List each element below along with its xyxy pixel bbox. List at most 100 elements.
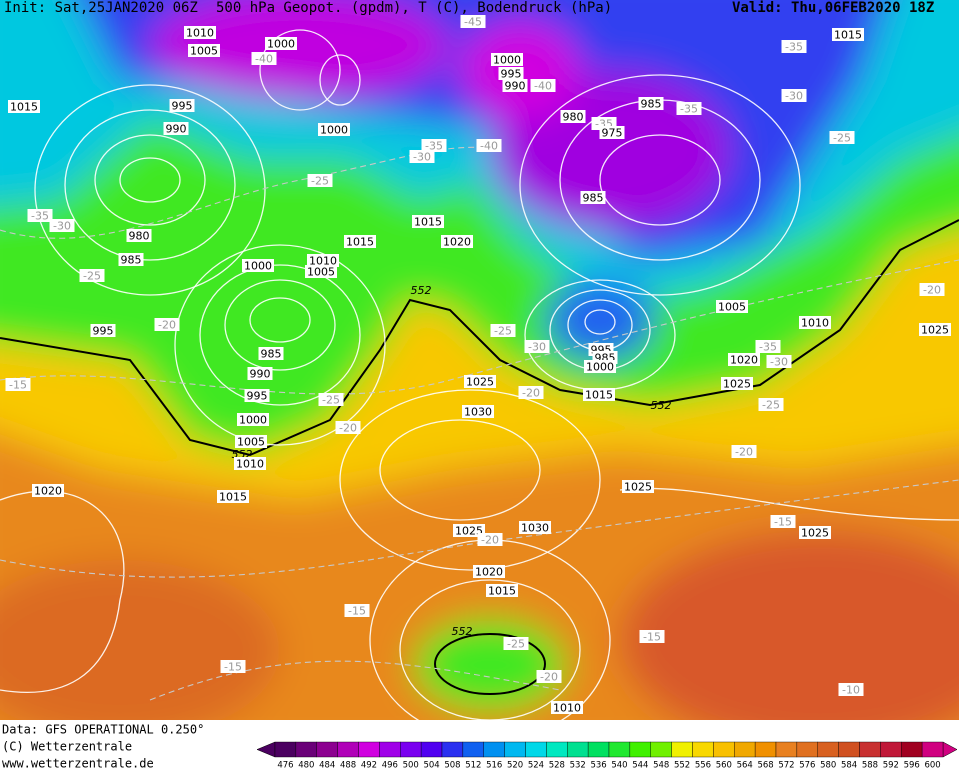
label-box [409, 150, 435, 163]
label-box [163, 122, 189, 135]
pressure-label: 1000 [586, 361, 614, 374]
label-box [518, 386, 544, 399]
label-box [169, 99, 195, 112]
temperature-label: -45 [464, 16, 482, 29]
pressure-label: 1015 [834, 29, 862, 42]
legend-label: 508 [444, 761, 460, 770]
label-box [421, 139, 447, 152]
label-box [265, 37, 297, 50]
data-source: Data: GFS OPERATIONAL 0.250° [2, 723, 204, 737]
label-box [460, 15, 486, 28]
legend-swatch [629, 741, 651, 758]
pressure-label: 980 [129, 230, 150, 243]
temperature-label: -25 [322, 394, 340, 407]
temperature-label: -30 [53, 220, 71, 233]
pressure-label: 1020 [475, 566, 503, 579]
temperature-label: -15 [9, 379, 27, 392]
temperature-label: -10 [842, 684, 860, 697]
label-box [27, 209, 53, 222]
label-box [919, 323, 951, 336]
temperature-label: -40 [534, 80, 552, 93]
pressure-label: 1000 [244, 260, 272, 273]
legend-swatch [316, 741, 338, 758]
pressure-label: 1025 [466, 376, 494, 389]
legend-swatch [441, 741, 464, 758]
label-box [519, 521, 551, 534]
legend-swatch [608, 741, 631, 758]
pressure-label: 985 [261, 348, 282, 361]
legend-swatch [379, 741, 401, 758]
pressure-label: 1005 [237, 436, 265, 449]
temperature-label: -35 [31, 210, 49, 223]
temperature-label: -30 [785, 90, 803, 103]
legend-label: 476 [277, 761, 293, 770]
legend-label: 524 [528, 761, 544, 770]
pressure-label: 1000 [493, 54, 521, 67]
label-box [676, 102, 702, 115]
label-box [154, 318, 180, 331]
legend-label: 548 [653, 761, 669, 770]
temperature-label: -40 [255, 53, 273, 66]
temperature-label: -25 [83, 270, 101, 283]
legend-label: 496 [382, 761, 398, 770]
label-box [530, 79, 556, 92]
pressure-label: 1005 [307, 266, 335, 279]
legend-label: 564 [737, 761, 753, 770]
legend-swatch [483, 741, 505, 758]
pressure-label: 1010 [236, 458, 264, 471]
legend-arrow-left [256, 741, 276, 758]
temperature-label: -35 [680, 103, 698, 116]
label-box [770, 515, 796, 528]
pressure-label: 1015 [346, 236, 374, 249]
legend-swatch [650, 741, 672, 758]
label-box [234, 457, 266, 470]
label-box [318, 393, 344, 406]
label-box [344, 235, 376, 248]
label-box [731, 445, 757, 458]
label-box [235, 435, 267, 448]
label-box [639, 630, 665, 643]
temperature-label: -35 [759, 341, 777, 354]
label-box [781, 89, 807, 102]
legend-label: 516 [486, 761, 502, 770]
label-box [412, 215, 444, 228]
label-box [622, 480, 654, 493]
temperature-label: -25 [762, 399, 780, 412]
label-box [551, 701, 583, 714]
temperature-label: -40 [480, 140, 498, 153]
label-box [188, 44, 220, 57]
legend-arrow-right [942, 741, 958, 758]
pressure-label: 1015 [219, 491, 247, 504]
label-box [220, 660, 246, 673]
label-box [79, 269, 105, 282]
label-box [638, 97, 664, 110]
legend-swatch [462, 741, 484, 758]
label-box [781, 40, 807, 53]
label-box [799, 526, 831, 539]
legend-swatch [734, 741, 756, 758]
legend-swatch [420, 741, 443, 758]
legend-swatch [567, 741, 589, 758]
label-box [486, 584, 518, 597]
label-box [5, 378, 31, 391]
legend-swatch [400, 741, 422, 758]
label-box [344, 604, 370, 617]
pressure-label: 1025 [624, 481, 652, 494]
pressure-label: 1025 [455, 525, 483, 538]
pressure-label: 1020 [730, 354, 758, 367]
label-box [242, 259, 274, 272]
label-box [766, 355, 792, 368]
temperature-label: -15 [774, 516, 792, 529]
legend-swatch [274, 741, 297, 758]
legend-label: 480 [298, 761, 314, 770]
temperature-label: -20 [339, 422, 357, 435]
pressure-label: 995 [247, 390, 268, 403]
label-box [755, 340, 781, 353]
legend-label: 596 [904, 761, 920, 770]
label-box [318, 123, 350, 136]
pressure-label: 1015 [10, 101, 38, 114]
legend-swatch [504, 741, 526, 758]
